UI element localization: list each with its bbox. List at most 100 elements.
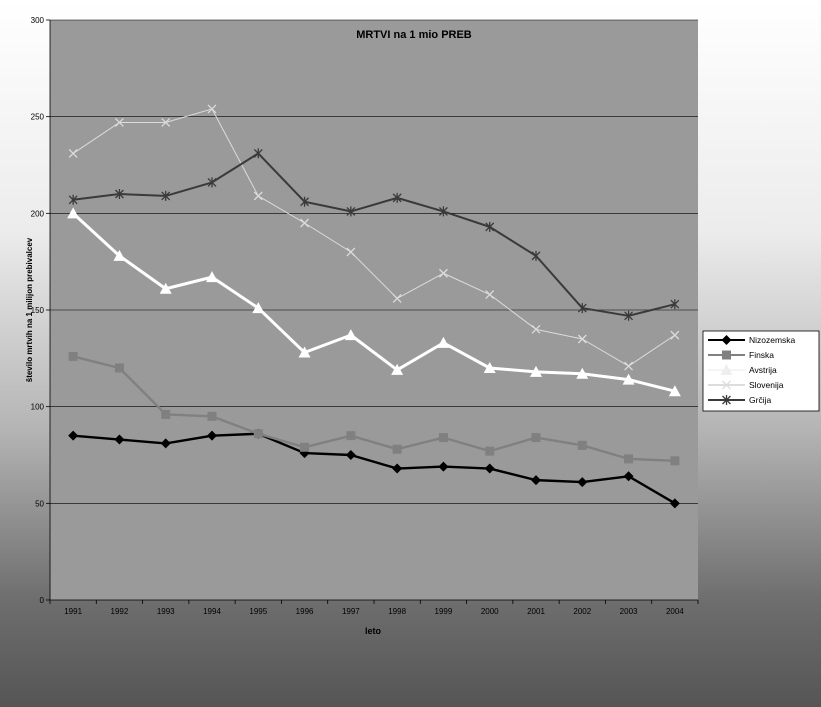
point-avstrija-1992 [113,249,126,261]
point-avstrija-1998 [391,363,404,375]
point-finska-2002 [577,440,587,450]
legend-label-gr-ija: Grčija [749,395,771,405]
x-tick-label-1994: 1994 [203,607,221,616]
point-finska-1993 [161,409,171,419]
point-slovenija-1999 [438,268,448,278]
point-gr-ija-2002 [577,303,587,314]
point-gr-ija-2003 [624,310,634,321]
point-slovenija-1991 [68,148,78,158]
point-avstrija-1991 [67,207,80,219]
point-avstrija-2003 [622,373,635,385]
point-avstrija-1994 [206,271,218,283]
point-finska-2000 [485,446,495,456]
point-slovenija-2000 [485,290,495,299]
legend-marker-slovenija [722,380,731,390]
y-tick-label-250: 250 [31,113,45,122]
point-nizozemska-1991 [68,430,79,441]
point-finska-1997 [346,431,356,441]
legend-item-avstrija: Avstrija [708,364,777,375]
series-line-slovenija [72,108,676,367]
point-avstrija-1995 [252,302,265,314]
legend-item-slovenija: Slovenija [708,380,784,390]
point-slovenija-2004 [670,330,680,340]
series-nizozemska [68,428,680,509]
y-tick-label-200: 200 [31,209,45,218]
legend-item-gr-ija: Grčija [708,395,771,405]
axes: 0 50 100 150 200 250 300 1991 1992 1993 1994 1995 19… [31,16,699,616]
x-tick-label-2004: 2004 [666,607,684,616]
legend: Nizozemska Finska Avstrija Slovenija Grčija [702,330,820,412]
series-line-avstrija [72,212,676,393]
point-finska-1995 [253,429,263,439]
point-gr-ija-1997 [346,206,356,217]
legend-marker-nizozemska [721,335,732,345]
point-finska-1991 [68,351,78,361]
point-avstrija-2004 [668,385,681,397]
series-layer [67,104,681,509]
point-finska-1992 [114,363,124,373]
point-nizozemska-1997 [345,450,356,460]
point-nizozemska-2001 [531,475,541,486]
y-tick-label-50: 50 [35,499,44,508]
series-avstrija [67,207,681,397]
x-tick-label-2001: 2001 [527,607,545,616]
legend-label-avstrija: Avstrija [749,365,777,375]
series-slovenija [68,104,680,371]
point-avstrija-1997 [344,329,357,341]
point-nizozemska-2000 [484,463,495,474]
x-tick-label-1997: 1997 [342,607,360,616]
x-tick-label-2000: 2000 [481,607,499,616]
point-gr-ija-1993 [161,190,171,201]
x-tick-label-1991: 1991 [64,607,82,616]
point-nizozemska-1994 [207,430,217,441]
point-avstrija-2002 [576,367,589,379]
series-gr-ija [68,148,680,321]
point-slovenija-2001 [531,324,541,334]
point-slovenija-1995 [253,191,263,201]
point-slovenija-2003 [624,361,634,371]
x-axis-title: leto [365,626,382,636]
point-finska-1996 [300,442,310,452]
point-avstrija-2000 [483,362,496,373]
point-slovenija-1994 [207,104,217,114]
point-nizozemska-2003 [623,471,634,482]
point-gr-ija-2000 [485,221,495,232]
legend-label-nizozemska: Nizozemska [749,335,796,345]
point-nizozemska-2004 [669,498,680,509]
series-line-finska [72,355,675,462]
point-gr-ija-2001 [531,250,541,261]
point-finska-2003 [624,454,634,464]
point-gr-ija-1994 [207,177,217,188]
point-nizozemska-1999 [438,461,449,472]
series-line-gr-ija [73,152,676,317]
chart-title: MRTVI na 1 mio PREB [356,29,472,41]
point-slovenija-1997 [346,247,356,257]
legend-marker-finska [722,350,731,360]
legend-label-slovenija: Slovenija [749,380,784,390]
point-gr-ija-2004 [670,299,680,310]
point-finska-2004 [670,456,680,466]
point-gr-ija-1995 [253,148,263,159]
point-gr-ija-1992 [114,189,124,199]
point-gr-ija-1996 [300,196,310,207]
point-slovenija-1996 [300,218,310,228]
point-slovenija-1993 [161,118,171,127]
x-tick-label-2003: 2003 [620,607,638,616]
series-finska [68,351,680,466]
legend-label-finska: Finska [749,350,774,360]
y-tick-label-150: 150 [31,306,45,315]
x-tick-label-2002: 2002 [573,607,591,616]
point-avstrija-1999 [437,336,450,348]
series-line-nizozemska [73,432,676,505]
point-finska-1994 [207,411,217,421]
legend-item-nizozemska: Nizozemska [708,335,796,345]
point-avstrija-2001 [530,365,542,377]
point-gr-ija-1998 [392,192,402,203]
x-tick-label-1999: 1999 [435,607,453,616]
point-slovenija-2002 [577,334,587,344]
point-finska-1998 [392,444,402,454]
point-gr-ija-1991 [68,194,78,205]
y-tick-label-100: 100 [31,403,45,412]
y-tick-label-0: 0 [40,596,45,605]
